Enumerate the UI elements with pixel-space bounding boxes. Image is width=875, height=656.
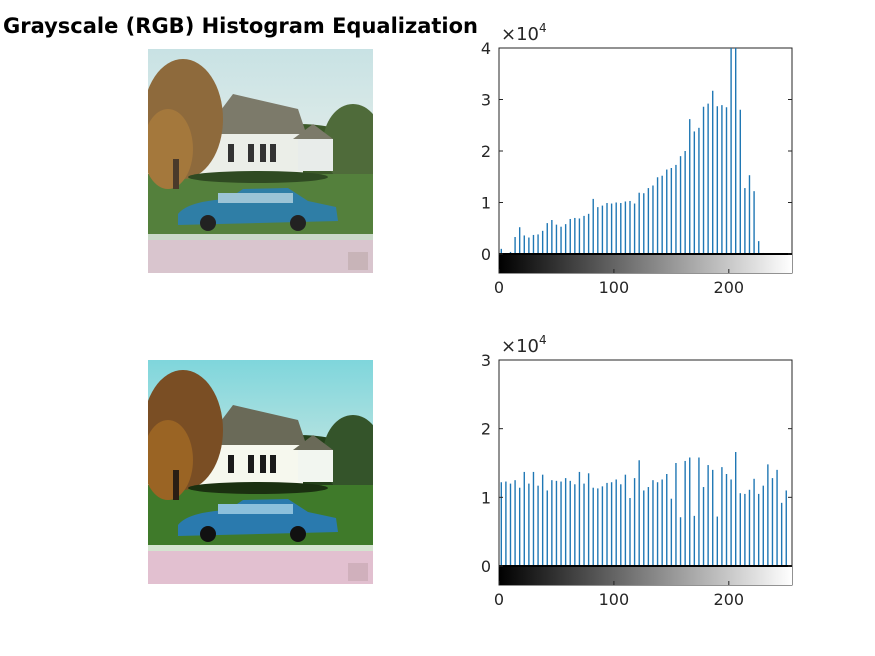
grayscale-colorbar (499, 567, 792, 585)
exponent-power: 4 (539, 333, 547, 347)
y-tick-label: 2 (481, 142, 491, 161)
x-tick-label: 100 (599, 590, 630, 609)
y-axis-exponent: ×104 (501, 21, 547, 45)
equalized-image (148, 360, 373, 584)
y-tick-label: 1 (481, 194, 491, 213)
x-tick-label: 0 (494, 278, 504, 297)
y-tick-label: 0 (481, 557, 491, 576)
x-tick-label: 200 (714, 278, 745, 297)
x-tick-label: 200 (714, 590, 745, 609)
exponent-power: 4 (539, 21, 547, 35)
y-tick-label: 0 (481, 245, 491, 264)
x-tick-label: 0 (494, 590, 504, 609)
y-tick-label: 3 (481, 351, 491, 370)
y-tick-label: 2 (481, 420, 491, 439)
exponent-base: ×10 (501, 336, 539, 357)
figure-title: Grayscale (RGB) Histogram Equalization (3, 14, 478, 38)
original-image (148, 49, 373, 273)
y-tick-label: 1 (481, 488, 491, 507)
exponent-base: ×10 (501, 24, 539, 45)
y-tick-label: 3 (481, 91, 491, 110)
y-axis-exponent: ×104 (501, 333, 547, 357)
y-tick-label: 4 (481, 39, 491, 58)
histogram-equalized: 0 1 2 3 0 100 200 ×104 (481, 333, 793, 609)
x-tick-label: 100 (599, 278, 630, 297)
grayscale-colorbar (499, 255, 792, 273)
